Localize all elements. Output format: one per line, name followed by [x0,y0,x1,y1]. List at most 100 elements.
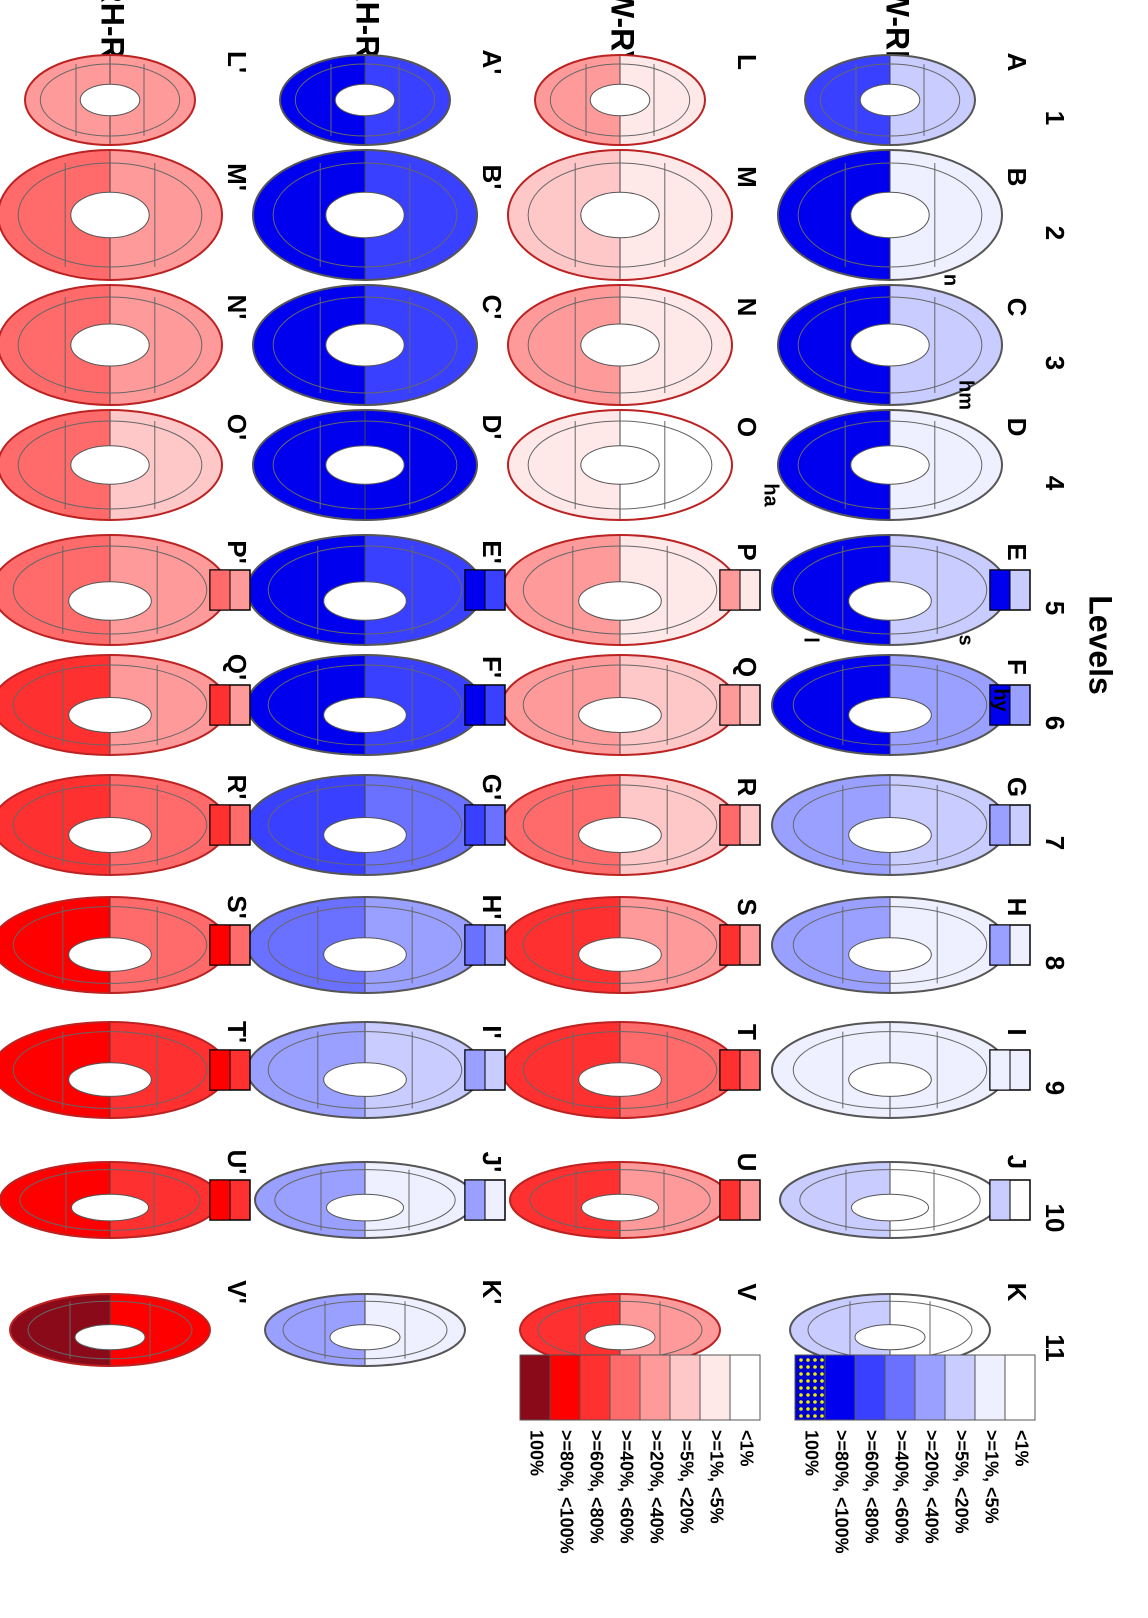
legend-dot [799,1400,803,1404]
legend-dot [806,1407,810,1411]
legend-label: <1% [1011,1430,1031,1467]
legend-swatch [915,1355,945,1420]
level-number: 6 [1040,716,1070,730]
cavity [579,818,662,853]
cavity [581,192,659,238]
inset-fill [990,925,1010,965]
inset-fill [210,1180,230,1220]
annotation: n [940,274,962,286]
legend-dot [806,1393,810,1397]
cavity [590,84,650,116]
panel-label: L [732,54,762,70]
inset-fill [720,805,740,845]
cavity [581,446,659,485]
legend-dot [820,1372,824,1376]
inset [990,1050,1030,1090]
panel-label: K [1002,1283,1032,1302]
panel-label: H [1002,898,1032,917]
legend-label: <1% [736,1430,756,1467]
annotation: s [955,634,977,645]
inset [465,570,505,610]
panel-label: M [732,166,762,188]
panel-label: D [1002,418,1032,437]
inset [210,685,250,725]
inset [990,925,1030,965]
legend-dot [799,1365,803,1369]
level-number: 7 [1040,836,1070,850]
legend-dot [813,1365,817,1369]
panel-label: L' [222,51,252,73]
inset [210,805,250,845]
legend-label: >=5%, <20% [951,1430,971,1534]
inset [465,685,505,725]
inset [465,1180,505,1220]
cavity [851,192,929,238]
panel-label: F [1002,659,1032,675]
cavity [72,1194,149,1221]
inset-fill [465,1050,485,1090]
inset-fill [465,1180,485,1220]
inset [210,1180,250,1220]
legend-dot [806,1365,810,1369]
panel-label: K' [477,1280,507,1305]
level-number: 10 [1040,1204,1070,1233]
inset-fill [210,570,230,610]
legend-dot [799,1358,803,1362]
cavity [849,1063,932,1097]
legend-dot [799,1379,803,1383]
inset [720,1050,760,1090]
cavity [327,1194,404,1221]
panel-label: F' [477,656,507,678]
legend-dot [799,1386,803,1390]
cavity [324,818,407,853]
level-number: 4 [1040,476,1070,491]
inset [720,925,760,965]
panel-label: B' [477,165,507,190]
cavity [80,84,140,116]
legend-dot [799,1372,803,1376]
inset-fill [465,805,485,845]
cavity [326,192,404,238]
panel-label: A' [477,50,507,75]
inset [720,805,760,845]
legend-swatch [670,1355,700,1420]
cavity [579,938,662,972]
cavity [849,818,932,853]
legend-dot [820,1379,824,1383]
cavity [326,324,404,366]
cavity [71,192,149,238]
panel-label: J [1002,1155,1032,1169]
cavity [69,698,152,733]
cavity [849,698,932,733]
inset [990,570,1030,610]
panel-label: Q [732,657,762,677]
panel-label: E [1002,543,1032,560]
legend-dot [799,1407,803,1411]
legend-dot [806,1379,810,1383]
legend-swatch [825,1355,855,1420]
cavity [69,582,152,621]
annotation: l [800,637,822,643]
cavity [860,84,920,116]
inset [720,685,760,725]
legend-label: >=1%, <5% [706,1430,726,1524]
legend-swatch [520,1355,550,1420]
panel-label: S' [222,895,252,919]
legend-swatch [945,1355,975,1420]
inset [465,1050,505,1090]
inset [720,570,760,610]
cavity [579,698,662,733]
panel-label: N [732,298,762,317]
legend-dot [820,1393,824,1397]
inset [465,805,505,845]
inset-fill [990,570,1010,610]
legend-dot [806,1386,810,1390]
legend-swatch [1005,1355,1035,1420]
legend-dot [806,1400,810,1404]
panel-label: A [1002,53,1032,72]
inset [465,925,505,965]
panel-label: I [1002,1028,1032,1035]
inset-fill [465,925,485,965]
legend-swatch [550,1355,580,1420]
panel-label: C' [477,295,507,320]
